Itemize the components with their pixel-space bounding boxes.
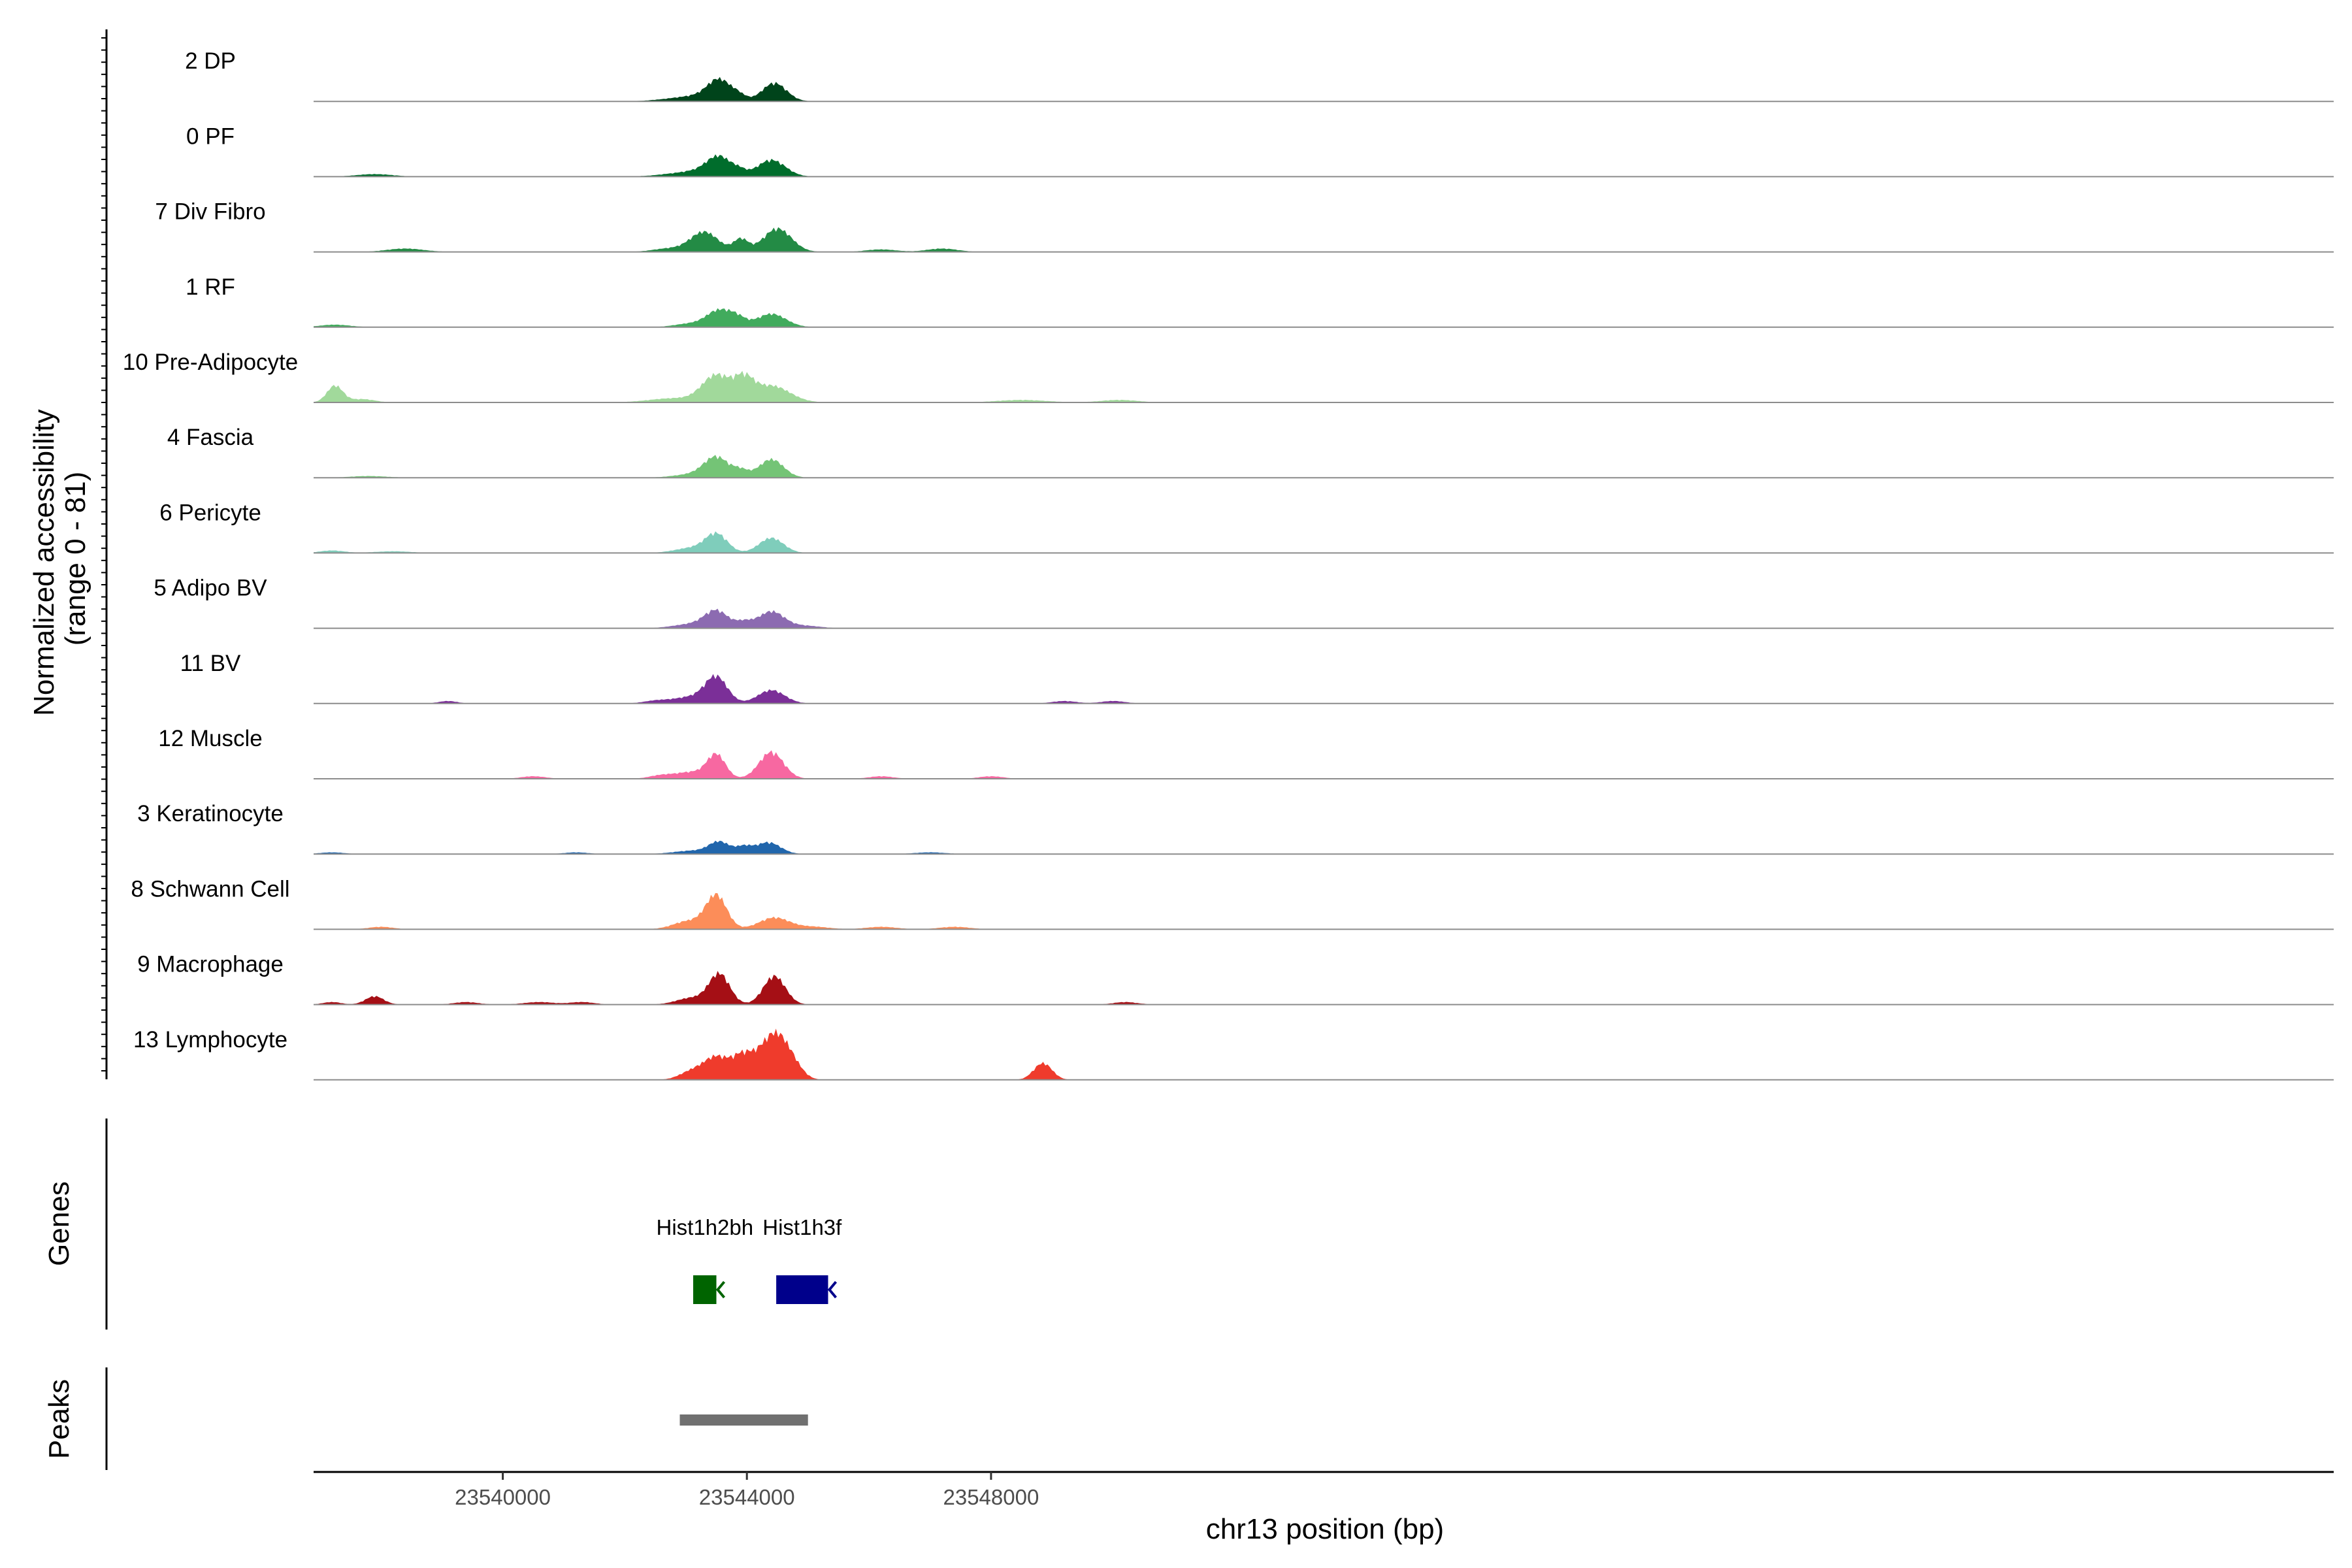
series-area bbox=[314, 308, 2334, 327]
track-2: 0 PF bbox=[186, 123, 2334, 178]
strand-arrow-icon bbox=[827, 1281, 838, 1299]
x-tick-label: 23548000 bbox=[943, 1485, 1039, 1509]
series-area bbox=[314, 1028, 2334, 1080]
track-6: 4 Fascia bbox=[167, 425, 2334, 479]
track-10: 12 Muscle bbox=[158, 726, 2334, 779]
track-4: 1 RF bbox=[186, 274, 2334, 328]
series-area bbox=[314, 840, 2334, 855]
series-area bbox=[314, 154, 2334, 177]
series-area bbox=[314, 370, 2334, 402]
track-13: 9 Macrophage bbox=[137, 952, 2334, 1005]
track-label: 2 DP bbox=[185, 48, 236, 74]
track-3: 7 Div Fibro bbox=[155, 199, 2334, 253]
track-11: 3 Keratinocyte bbox=[137, 801, 2334, 855]
series-area bbox=[314, 608, 2334, 629]
track-9: 11 BV bbox=[180, 651, 2334, 704]
peaks-axis-title: Peaks bbox=[43, 1379, 75, 1459]
gene-hist1h3f: Hist1h3f bbox=[762, 1215, 842, 1304]
track-7: 6 Pericyte bbox=[159, 500, 2334, 554]
track-12: 8 Schwann Cell bbox=[131, 876, 2334, 930]
track-14: 13 Lymphocyte bbox=[133, 1027, 2334, 1081]
gene-label: Hist1h3f bbox=[762, 1215, 842, 1239]
x-tick-label: 23544000 bbox=[699, 1485, 795, 1509]
coverage-y-ticks bbox=[101, 37, 106, 1071]
track-label: 9 Macrophage bbox=[137, 952, 284, 977]
series-area bbox=[314, 892, 2334, 930]
x-axis-ticks: 23540000 23544000 23548000 bbox=[455, 1472, 1039, 1509]
genes-axis-title: Genes bbox=[43, 1181, 75, 1266]
coverage-y-axis-title: Normalized accessibility (range 0 - 81) bbox=[28, 401, 91, 716]
gene-body bbox=[693, 1275, 717, 1304]
gene-label: Hist1h2bh bbox=[656, 1215, 753, 1239]
gene-annotations: Hist1h2bh Hist1h3f bbox=[656, 1215, 842, 1304]
series-area bbox=[314, 750, 2334, 779]
track-label: 11 BV bbox=[180, 651, 241, 676]
x-tick-label: 23540000 bbox=[455, 1485, 551, 1509]
peak-region bbox=[679, 1414, 808, 1426]
track-label: 3 Keratinocyte bbox=[137, 801, 284, 826]
track-label: 10 Pre-Adipocyte bbox=[123, 350, 298, 375]
track-1: 2 DP bbox=[185, 48, 2334, 103]
track-label: 6 Pericyte bbox=[159, 500, 261, 525]
series-area bbox=[314, 674, 2334, 704]
track-label: 5 Adipo BV bbox=[154, 576, 267, 601]
track-label: 4 Fascia bbox=[167, 425, 254, 450]
track-5: 10 Pre-Adipocyte bbox=[123, 350, 2334, 403]
track-8: 5 Adipo BV bbox=[154, 576, 2334, 629]
track-label: 1 RF bbox=[186, 274, 235, 300]
series-area bbox=[314, 531, 2334, 553]
series-area bbox=[314, 455, 2334, 478]
gene-body bbox=[776, 1275, 828, 1304]
track-label: 12 Muscle bbox=[158, 726, 263, 751]
track-label: 0 PF bbox=[186, 123, 235, 149]
x-axis-title: chr13 position (bp) bbox=[1206, 1513, 1444, 1545]
strand-arrow-icon bbox=[715, 1281, 726, 1299]
gene-hist1h2bh: Hist1h2bh bbox=[656, 1215, 753, 1304]
series-area bbox=[314, 227, 2334, 252]
series-area bbox=[314, 76, 2334, 102]
track-label: 13 Lymphocyte bbox=[133, 1027, 287, 1053]
track-label: 8 Schwann Cell bbox=[131, 876, 289, 902]
series-area bbox=[314, 971, 2334, 1005]
coverage-tracks: 2 DP 0 PF 7 Div Fibro 1 RF 10 Pre-Adipocyte 4… bbox=[123, 48, 2334, 1081]
peak-regions bbox=[679, 1414, 808, 1426]
track-label: 7 Div Fibro bbox=[155, 199, 265, 225]
